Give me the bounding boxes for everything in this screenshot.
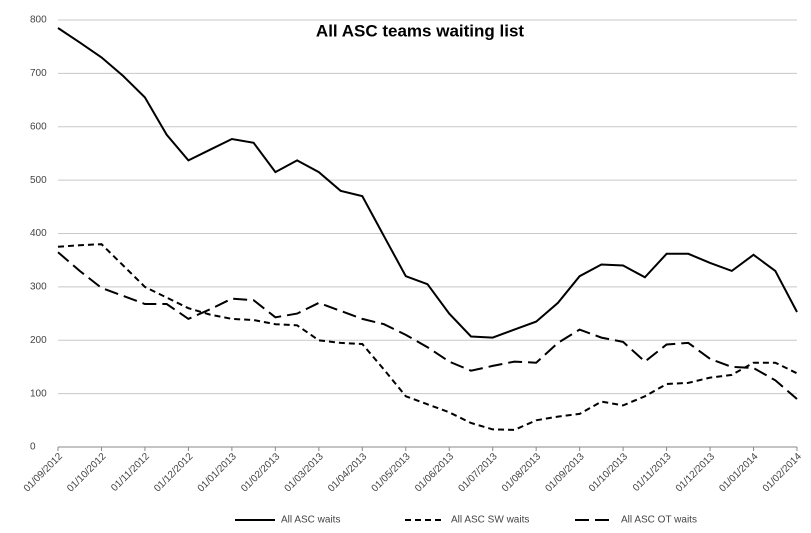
- y-tick-label: 500: [30, 175, 47, 186]
- x-tick-label: 01/09/2013: [543, 451, 586, 494]
- x-tick-label: 01/02/2013: [239, 451, 282, 494]
- series-line: [57, 243, 798, 431]
- x-tick-label: 01/03/2013: [283, 451, 326, 494]
- y-tick-label: 800: [30, 15, 47, 26]
- y-tick-label: 0: [30, 442, 36, 453]
- y-tick-label: 100: [30, 388, 47, 399]
- x-tick-label: 01/06/2013: [413, 451, 456, 494]
- y-tick-label: 300: [30, 282, 47, 293]
- x-tick-label: 01/08/2013: [500, 451, 543, 494]
- legend-label: All ASC OT waits: [621, 515, 697, 526]
- y-tick-label: 700: [30, 68, 47, 79]
- x-tick-label: 01/10/2013: [587, 451, 630, 494]
- x-tick-label: 01/01/2014: [717, 451, 760, 494]
- x-tick-label: 01/12/2013: [674, 451, 717, 494]
- x-tick-label: 01/09/2012: [22, 451, 65, 494]
- x-tick-label: 01/05/2013: [370, 451, 413, 494]
- legend-label: All ASC SW waits: [451, 515, 529, 526]
- chart-title: All ASC teams waiting list: [316, 21, 524, 40]
- x-tick-label: 01/11/2012: [109, 451, 152, 494]
- x-tick-label: 01/07/2013: [457, 451, 500, 494]
- series-line: [57, 251, 798, 400]
- x-tick-label: 01/10/2012: [65, 451, 108, 494]
- x-tick-label: 01/11/2013: [631, 451, 674, 494]
- y-tick-label: 600: [30, 121, 47, 132]
- legend-label: All ASC waits: [281, 515, 340, 526]
- x-tick-label: 01/02/2014: [761, 451, 804, 494]
- x-tick-label: 01/04/2013: [326, 451, 369, 494]
- series-line: [57, 27, 798, 339]
- x-tick-label: 01/01/2013: [196, 451, 239, 494]
- y-tick-label: 200: [30, 335, 47, 346]
- y-tick-label: 400: [30, 228, 47, 239]
- x-tick-label: 01/12/2012: [152, 451, 195, 494]
